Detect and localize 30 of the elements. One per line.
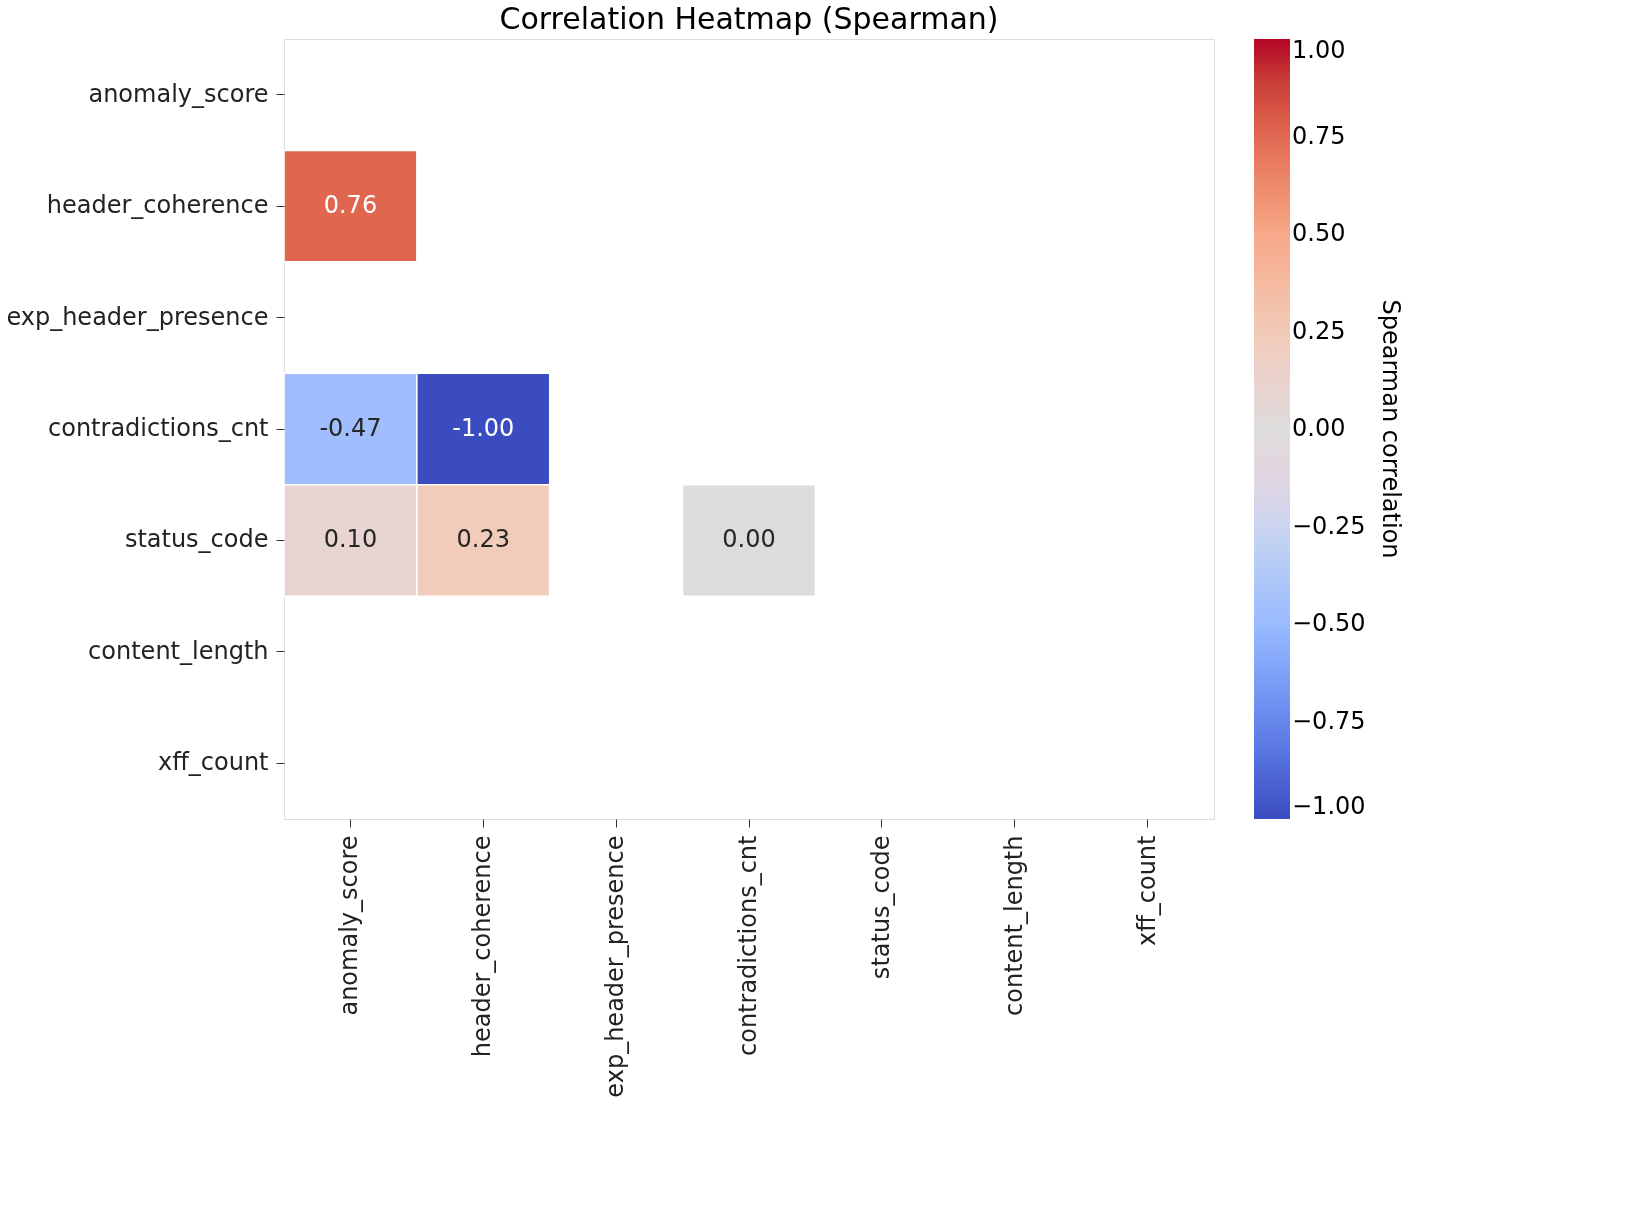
data-label: 0.00 xyxy=(722,525,776,554)
x-tick-label: contradictions_cnt xyxy=(734,835,762,1056)
color-bar-label: −0.25 xyxy=(1292,511,1366,540)
x-tick-label: content_length xyxy=(999,835,1028,1016)
color-bar-label: 0.50 xyxy=(1292,219,1346,247)
x-tick-label: header_coherence xyxy=(468,835,497,1058)
data-label: 0.76 xyxy=(323,191,378,220)
y-tick-label: status_code xyxy=(124,525,269,554)
color-bar-label: −1.00 xyxy=(1292,792,1366,820)
y-tick-label: exp_header_presence xyxy=(6,302,269,331)
y-tick-label: content_length xyxy=(88,636,269,665)
y-tick-label: xff_count xyxy=(158,748,269,777)
color-bar-label: −0.50 xyxy=(1292,609,1366,637)
data-label: 0.23 xyxy=(456,525,510,554)
color-bar-label: 0.00 xyxy=(1292,414,1346,442)
data-label: 0.10 xyxy=(323,525,378,554)
x-tick-label: exp_header_presence xyxy=(601,835,630,1098)
color-bar-label: 0.75 xyxy=(1292,121,1346,150)
color-bar-label: −0.75 xyxy=(1292,706,1366,735)
data-label: -1.00 xyxy=(452,414,515,442)
x-tick-label: xff_count xyxy=(1132,835,1161,946)
y-tick-label: header_coherence xyxy=(46,191,269,220)
color-bar-label: 1.00 xyxy=(1292,36,1346,64)
x-tick-label: status_code xyxy=(866,835,895,980)
y-tick-label: contradictions_cnt xyxy=(48,414,269,442)
data-label: -0.47 xyxy=(319,414,382,442)
y-tick-label: anomaly_score xyxy=(88,79,269,108)
color-bar-label: 0.25 xyxy=(1292,316,1346,345)
color-bar-title: Spearman correlation xyxy=(1377,299,1405,559)
chart-title: Correlation Heatmap (Spearman) xyxy=(499,1,999,36)
